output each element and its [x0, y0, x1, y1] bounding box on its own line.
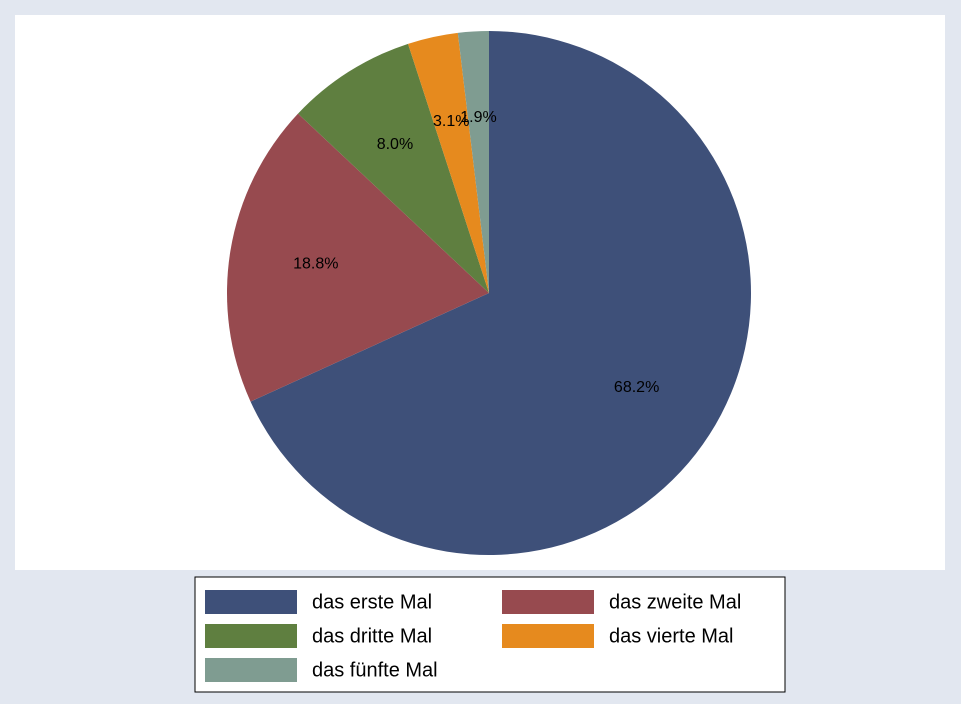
pie-slice — [457, 31, 489, 293]
slice-label: 1.9% — [460, 109, 496, 126]
legend-swatch — [502, 590, 594, 614]
legend-label: das erste Mal — [312, 591, 432, 613]
legend-label: das dritte Mal — [312, 625, 432, 647]
pie-slice — [298, 43, 489, 293]
legend-label: das zweite Mal — [609, 591, 741, 613]
legend-label: das vierte Mal — [609, 625, 734, 647]
slice-label: 18.8% — [293, 256, 338, 273]
pie-slice — [250, 31, 751, 555]
legend-swatch — [205, 658, 297, 682]
legend-swatch — [205, 624, 297, 648]
slice-label: 8.0% — [377, 136, 413, 153]
legend-label: das fünfte Mal — [312, 659, 438, 681]
legend-swatch — [502, 624, 594, 648]
legend-swatch — [205, 590, 297, 614]
pie-slice — [227, 113, 490, 402]
pie-slice — [408, 32, 489, 294]
slice-label: 3.1% — [433, 113, 469, 130]
slice-label: 68.2% — [614, 379, 659, 396]
